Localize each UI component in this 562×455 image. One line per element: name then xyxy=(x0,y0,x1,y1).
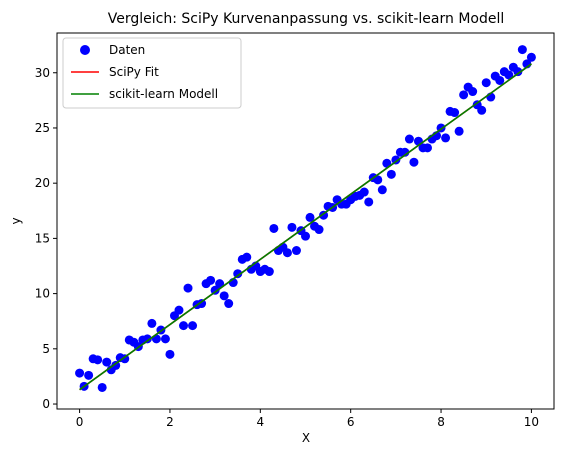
legend-label-scipy-fit: SciPy Fit xyxy=(109,65,159,79)
data-point xyxy=(477,106,486,115)
data-point xyxy=(455,127,464,136)
data-point xyxy=(184,284,193,293)
data-point xyxy=(269,224,278,233)
y-tick-label: 0 xyxy=(42,397,50,411)
data-point xyxy=(75,369,84,378)
data-point xyxy=(518,45,527,54)
data-point xyxy=(378,185,387,194)
data-point xyxy=(364,197,373,206)
data-point xyxy=(468,87,477,96)
x-tick-label: 10 xyxy=(524,415,539,429)
data-point xyxy=(179,321,188,330)
data-point xyxy=(360,188,369,197)
data-point xyxy=(423,143,432,152)
x-tick-label: 8 xyxy=(437,415,445,429)
legend: Daten SciPy Fit scikit-learn Modell xyxy=(63,38,241,108)
data-point xyxy=(265,267,274,276)
y-tick-label: 5 xyxy=(42,342,50,356)
legend-label-scikit-learn: scikit-learn Modell xyxy=(109,87,218,101)
chart-title: Vergleich: SciPy Kurvenanpassung vs. sci… xyxy=(108,11,505,27)
data-point xyxy=(459,90,468,99)
data-point xyxy=(409,158,418,167)
x-tick-label: 2 xyxy=(166,415,174,429)
x-tick-label: 4 xyxy=(256,415,264,429)
data-point xyxy=(174,306,183,315)
data-point xyxy=(287,223,296,232)
y-tick-label: 15 xyxy=(35,231,50,245)
data-point xyxy=(242,253,251,262)
y-axis-label: y xyxy=(9,217,23,224)
x-tick-label: 0 xyxy=(76,415,84,429)
x-tick-label: 6 xyxy=(347,415,355,429)
data-point xyxy=(98,383,107,392)
data-point xyxy=(283,248,292,257)
data-point xyxy=(292,246,301,255)
data-point xyxy=(102,358,111,367)
y-tick-label: 10 xyxy=(35,287,50,301)
data-point xyxy=(301,232,310,241)
y-tick-label: 25 xyxy=(35,121,50,135)
data-point xyxy=(206,276,215,285)
data-point xyxy=(165,350,174,359)
y-tick-label: 30 xyxy=(35,66,50,80)
data-point xyxy=(188,321,197,330)
data-point xyxy=(527,53,536,62)
data-point xyxy=(441,133,450,142)
data-point xyxy=(147,319,156,328)
data-point xyxy=(387,170,396,179)
data-point xyxy=(315,225,324,234)
legend-marker-daten xyxy=(80,45,90,55)
data-point xyxy=(220,291,229,300)
data-point xyxy=(405,135,414,144)
legend-label-daten: Daten xyxy=(109,43,145,57)
data-point xyxy=(84,371,93,380)
data-point xyxy=(161,334,170,343)
data-point xyxy=(450,108,459,117)
data-point xyxy=(93,355,102,364)
x-axis-label: X xyxy=(302,431,310,445)
data-point xyxy=(482,78,491,87)
y-tick-label: 20 xyxy=(35,176,50,190)
data-point xyxy=(224,299,233,308)
